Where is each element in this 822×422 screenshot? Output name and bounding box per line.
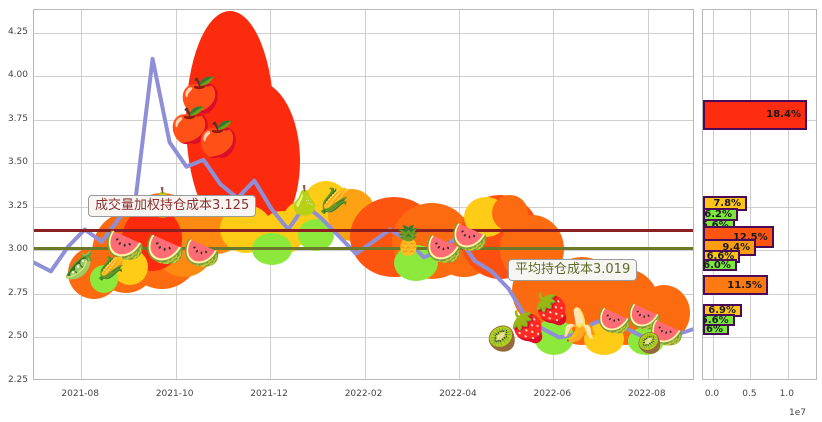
gridline-horizontal bbox=[703, 163, 816, 165]
volume-bar-label: 6.9% bbox=[708, 304, 736, 316]
volume-cloud-blob bbox=[584, 323, 624, 355]
y-axis-tick-label: 3.00 bbox=[7, 244, 28, 255]
apple-icon: 🍎 bbox=[179, 76, 222, 116]
volume-bar: 6.0% bbox=[703, 258, 737, 272]
volume-cloud-blob bbox=[90, 265, 118, 293]
volume-bar: 11.5% bbox=[703, 275, 768, 296]
watermelon-icon: 🍉 bbox=[145, 230, 185, 268]
watermelon-icon: 🍉 bbox=[105, 226, 145, 264]
volume-bar-label: 7.8% bbox=[713, 197, 742, 209]
gridline-vertical bbox=[81, 10, 82, 379]
banana-icon: 🍌 bbox=[559, 306, 599, 344]
watermelon-icon: 🍉 bbox=[649, 316, 684, 349]
x-axis-tick-label: 2022-08 bbox=[627, 389, 666, 399]
y-axis-tick-label: 2.25 bbox=[7, 375, 28, 385]
volume-bar-label: 6.2% bbox=[704, 209, 733, 221]
volume-bar: 18.4% bbox=[703, 99, 807, 130]
x-axis-tick-label: 2022-02 bbox=[344, 389, 383, 399]
volume-bar: 4.6% bbox=[702, 324, 729, 336]
y-axis-tick-label: 3.75 bbox=[7, 113, 28, 124]
x-axis-tick-label: 2021-10 bbox=[155, 389, 194, 399]
gridline-horizontal bbox=[703, 76, 816, 78]
y-axis-tick-label: 3.25 bbox=[7, 200, 28, 211]
gridline-vertical bbox=[750, 10, 751, 379]
gridline-vertical bbox=[788, 10, 789, 379]
gridline-vertical bbox=[553, 10, 554, 379]
volume-bar-label: 5.6% bbox=[702, 314, 729, 326]
strawberry-icon: 🍓 bbox=[509, 310, 547, 345]
watermelon-icon: 🍉 bbox=[627, 300, 662, 333]
avg-cost-callout: 平均持仓成本3.019 bbox=[508, 259, 638, 281]
avg-cost-line bbox=[34, 247, 693, 251]
gridline-vertical bbox=[648, 10, 649, 379]
x-axis-tick-label: 2021-12 bbox=[250, 389, 288, 399]
gridline-horizontal bbox=[703, 337, 816, 339]
volume-bar-label: 18.4% bbox=[766, 109, 801, 120]
corn-icon: 🌽 bbox=[319, 187, 349, 215]
y-axis-tick-label: 2.50 bbox=[7, 331, 28, 342]
apple-icon: 🍎 bbox=[197, 120, 240, 160]
y-axis-tick-label: 2.75 bbox=[7, 287, 28, 298]
volume-bar-label: 5.6% bbox=[702, 219, 729, 231]
x-axis-tick-label: 2021-08 bbox=[61, 389, 99, 399]
gridline-horizontal bbox=[34, 293, 693, 295]
volume-cloud-blob bbox=[492, 195, 528, 231]
volume-bar-label: 6.0% bbox=[703, 259, 731, 271]
gridline-horizontal bbox=[34, 119, 693, 121]
volume-profile-panel: 18.4% 7.8% 6.2% 5.6% 12.5% 9.4% 6.6% 6.0% 11.5% 6… bbox=[702, 9, 817, 380]
peapod-icon: 🫛 bbox=[63, 251, 96, 281]
vwap-cost-line bbox=[34, 228, 693, 232]
gridline-horizontal bbox=[34, 163, 693, 165]
volume-cloud-blob bbox=[112, 249, 148, 285]
gridline-horizontal bbox=[34, 76, 693, 78]
watermelon-icon: 🍉 bbox=[451, 220, 489, 255]
pineapple-icon: 🍍 bbox=[391, 224, 426, 257]
x-axis-tick-label: 2022-04 bbox=[439, 389, 477, 399]
gridline-vertical bbox=[713, 10, 714, 379]
volume-x-axis-tick-label: 1.0 bbox=[779, 389, 794, 399]
volume-bar-label: 12.5% bbox=[732, 231, 768, 243]
gridline-horizontal bbox=[34, 337, 693, 339]
watermelon-icon: 🍉 bbox=[425, 232, 463, 267]
kiwi-icon: 🥝 bbox=[487, 325, 517, 353]
apple-icon: 🍎 bbox=[169, 106, 212, 146]
gridline-horizontal bbox=[34, 32, 693, 34]
volume-bar-label: 9.4% bbox=[722, 242, 751, 254]
volume-axis-multiplier: 1e7 bbox=[789, 408, 806, 418]
corn-icon: 🌽 bbox=[97, 257, 125, 282]
volume-x-axis-tick-label: 0.5 bbox=[742, 389, 757, 399]
gridline-vertical bbox=[176, 10, 177, 379]
price-chart-panel: 🍎🍎🍎🍐🍐🌽🍉🍉🍉🫛🌽🍍🍉🍉🥝🍓🍓🍌🍉🍉🍉🥝 bbox=[33, 9, 694, 380]
vwap-cost-callout: 成交量加权持仓成本3.125 bbox=[88, 195, 257, 217]
kiwi-icon: 🥝 bbox=[637, 331, 662, 355]
volume-bar-label: 11.5% bbox=[727, 279, 762, 291]
y-axis-tick-label: 4.25 bbox=[7, 26, 28, 37]
watermelon-icon: 🍉 bbox=[597, 304, 632, 337]
gridline-horizontal bbox=[703, 32, 816, 34]
volume-bar-label: 4.6% bbox=[702, 324, 723, 336]
volume-x-axis-tick-label: 0.0 bbox=[704, 389, 720, 399]
x-axis-tick-label: 2022-06 bbox=[533, 389, 572, 399]
strawberry-icon: 🍓 bbox=[533, 292, 571, 327]
volume-bar-label: 6.6% bbox=[706, 250, 735, 262]
gridline-horizontal bbox=[703, 206, 816, 208]
gridline-vertical bbox=[459, 10, 460, 379]
watermelon-icon: 🍉 bbox=[183, 236, 221, 271]
y-axis-tick-label: 4.00 bbox=[7, 70, 28, 81]
pear-icon: 🍐 bbox=[287, 184, 322, 217]
gridline-horizontal bbox=[703, 250, 816, 252]
y-axis-tick-label: 3.50 bbox=[7, 157, 28, 168]
